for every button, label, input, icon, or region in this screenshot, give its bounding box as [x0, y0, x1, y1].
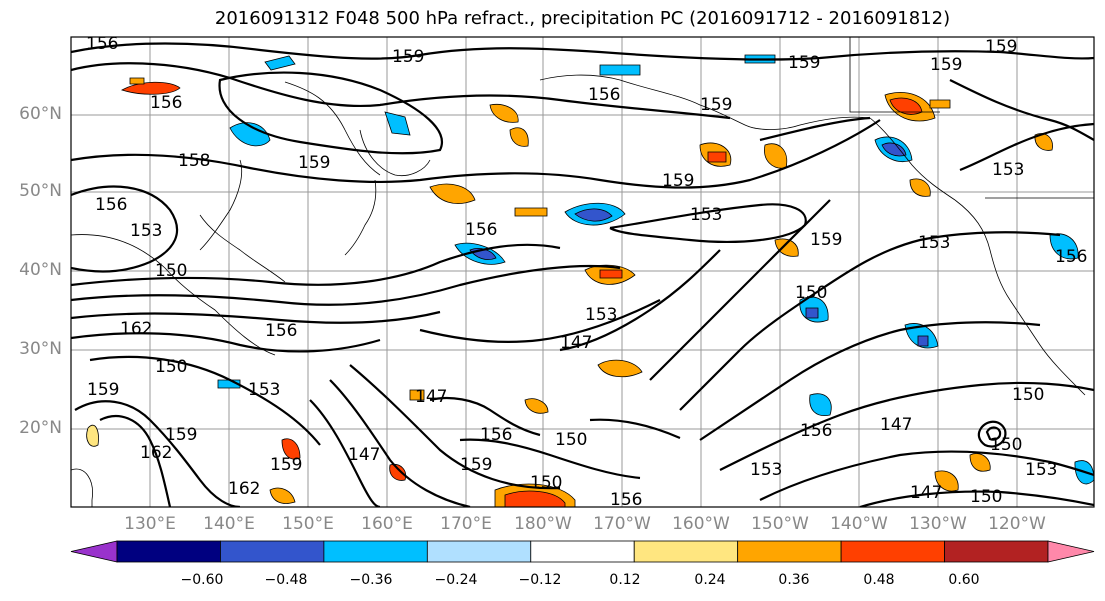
contour-label: 156 — [610, 490, 642, 510]
contour-label: 153 — [585, 305, 617, 325]
lat-label: 60°N — [19, 104, 62, 124]
contour-label: 156 — [265, 321, 297, 341]
refractivity-contours — [71, 42, 1094, 507]
contour-label: 150 — [970, 487, 1002, 507]
contour-label: 162 — [140, 443, 172, 463]
contour-labels: 156 159 156 159 158 159 156 156 153 153 … — [86, 34, 1087, 510]
contour-label: 156 — [588, 85, 620, 105]
lon-label: 140°W — [830, 514, 888, 534]
contour-label: 147 — [348, 445, 380, 465]
contour-label: 159 — [460, 455, 492, 475]
contour-label: 150 — [155, 357, 187, 377]
colorbar-tick-label: −0.12 — [518, 572, 562, 588]
contour-label: 150 — [795, 283, 827, 303]
contour-label: 159 — [87, 380, 119, 400]
contour-label: 150 — [555, 430, 587, 450]
coastlines — [71, 37, 1094, 507]
lat-label: 50°N — [19, 181, 62, 201]
contour-label: 158 — [178, 151, 210, 171]
contour-label: 153 — [918, 233, 950, 253]
contour-label: 153 — [248, 380, 280, 400]
colorbar-tick-label: −0.60 — [180, 572, 224, 588]
precipitation-fills — [86, 54, 1094, 507]
contour-label: 147 — [560, 333, 592, 353]
contour-label: 159 — [930, 55, 962, 75]
contour-label: 159 — [700, 95, 732, 115]
lat-label: 20°N — [19, 418, 62, 438]
lon-label: 160°W — [672, 514, 730, 534]
contour-label: 147 — [415, 387, 447, 407]
contour-label: 159 — [662, 171, 694, 191]
lat-label: 40°N — [19, 260, 62, 280]
lon-label: 150°W — [751, 514, 809, 534]
contour-label: 159 — [810, 230, 842, 250]
contour-label: 156 — [95, 195, 127, 215]
contour-label: 156 — [1055, 247, 1087, 267]
colorbar-tick-label: −0.36 — [349, 572, 393, 588]
colorbar-tick-label: 0.12 — [609, 572, 641, 588]
contour-label: 156 — [150, 93, 182, 113]
lon-label: 170°E — [440, 514, 492, 534]
colorbar-tick-label: 0.60 — [948, 572, 980, 588]
contour-label: 150 — [1012, 385, 1044, 405]
contour-label: 156 — [800, 421, 832, 441]
contour-label: 153 — [992, 160, 1024, 180]
lat-label: 30°N — [19, 339, 62, 359]
lon-label: 120°W — [988, 514, 1046, 534]
contour-label: 153 — [1025, 460, 1057, 480]
contour-label: 156 — [480, 425, 512, 445]
contour-label: 153 — [690, 205, 722, 225]
contour-label: 162 — [120, 319, 152, 339]
contour-label: 150 — [155, 261, 187, 281]
contour-label: 156 — [86, 34, 118, 54]
contour-label: 147 — [910, 483, 942, 503]
contour-label: 150 — [990, 435, 1022, 455]
map-title: 2016091312 F048 500 hPa refract., precip… — [214, 8, 951, 29]
lon-label: 130°W — [909, 514, 967, 534]
lon-label: 160°E — [361, 514, 413, 534]
lon-label: 170°W — [593, 514, 651, 534]
contour-label: 162 — [228, 479, 260, 499]
colorbar-tick-label: −0.24 — [434, 572, 478, 588]
contour-label: 147 — [880, 415, 912, 435]
colorbar-tick-label: −0.48 — [264, 572, 308, 588]
contour-label: 159 — [788, 53, 820, 73]
lon-label: 140°E — [203, 514, 255, 534]
contour-label: 150 — [530, 473, 562, 493]
contour-label: 153 — [130, 221, 162, 241]
contour-label: 153 — [750, 460, 782, 480]
contour-label: 159 — [298, 153, 330, 173]
map-frame — [70, 36, 1095, 508]
contour-label: 159 — [392, 47, 424, 67]
lon-label: 130°E — [124, 514, 176, 534]
lon-label: 180°W — [514, 514, 572, 534]
colorbar-tick-label: 0.36 — [778, 572, 810, 588]
colorbar-tick-label: 0.24 — [694, 572, 726, 588]
contour-label: 159 — [165, 425, 197, 445]
lon-label: 150°E — [282, 514, 334, 534]
contour-label: 159 — [270, 455, 302, 475]
contour-label: 156 — [465, 220, 497, 240]
contour-label: 159 — [985, 37, 1017, 57]
colorbar-tick-label: 0.48 — [863, 572, 895, 588]
